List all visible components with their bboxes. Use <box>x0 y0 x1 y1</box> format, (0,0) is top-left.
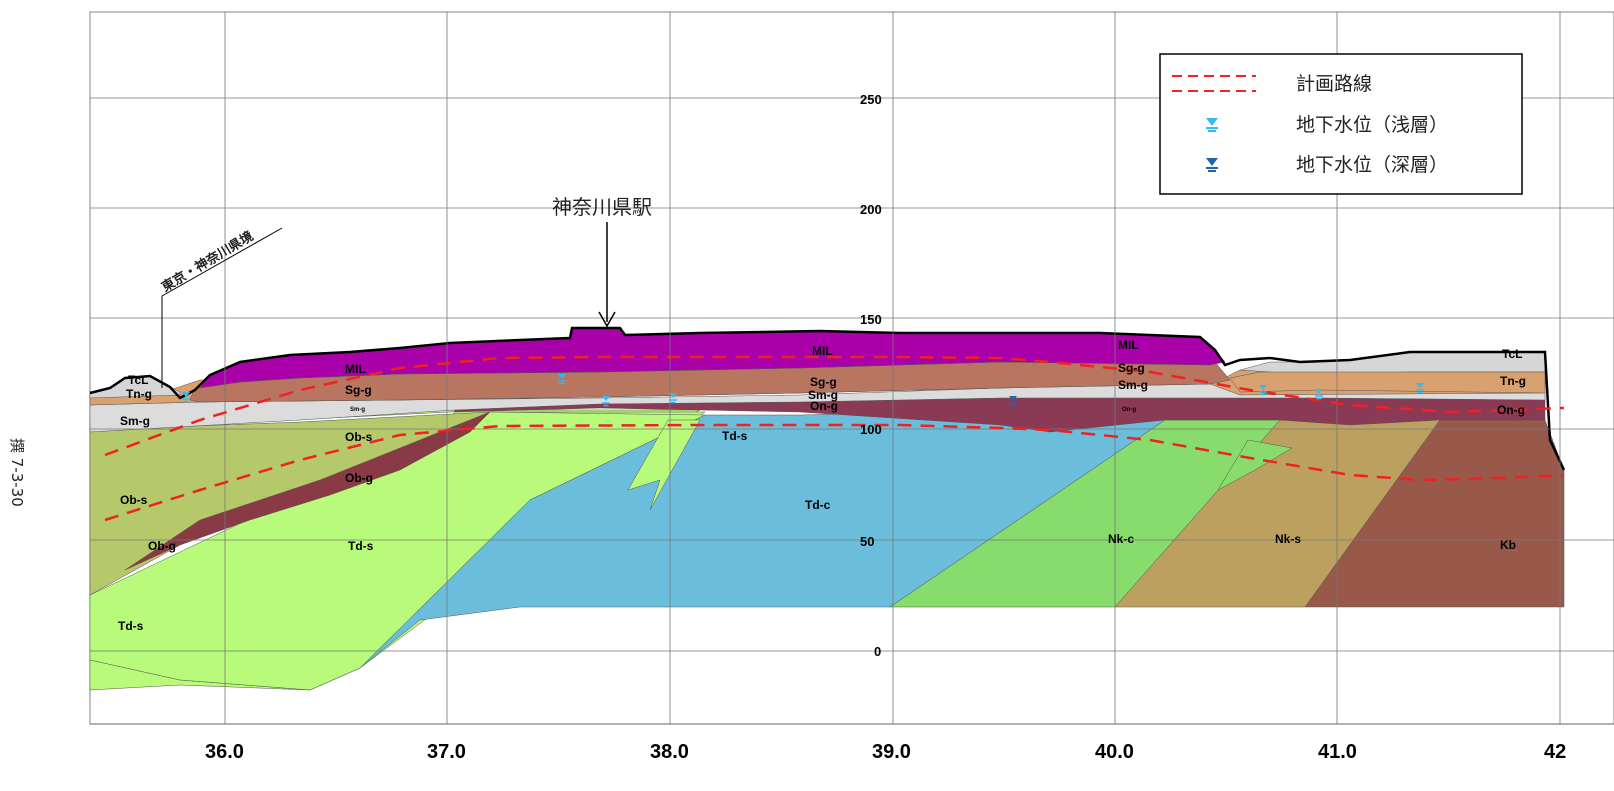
label-sg-g-3: Sg-g <box>1118 361 1145 375</box>
unit-nk-c-wedge <box>1217 439 1293 491</box>
label-mil-3: MIL <box>1118 338 1139 352</box>
water-level-marker-icon <box>602 396 610 407</box>
water-level-marker-icon <box>669 393 677 404</box>
label-tn-g-1: Tn-g <box>126 387 152 401</box>
station-label: 神奈川県駅 <box>552 195 652 219</box>
legend-item-route: 計画路線 <box>1172 73 1372 95</box>
legend-item-shallow: 地下水位（浅層） <box>1206 114 1448 136</box>
elevation-scale: 250 200 150 100 50 0 <box>860 92 882 659</box>
station-callout: 神奈川県駅 <box>552 195 652 328</box>
label-sm-g-small: Sm-g <box>350 407 365 413</box>
water-level-marker-icon <box>182 392 190 403</box>
label-sm-g-2: Sm-g <box>808 388 838 402</box>
label-tcl-2: TcL <box>1502 347 1522 361</box>
elev-label-150: 150 <box>860 312 882 327</box>
figure-number: 撰 7-3-30 <box>8 438 26 507</box>
legend-label-deep: 地下水位（深層） <box>1296 154 1448 176</box>
planned-route-lower <box>104 423 1565 522</box>
label-on-g-2: On-g <box>1497 403 1525 417</box>
legend-label-route: 計画路線 <box>1296 73 1372 95</box>
label-tcl-1: TcL <box>128 373 148 387</box>
label-td-s-2: Td-s <box>348 539 374 553</box>
label-sg-g-1: Sg-g <box>345 383 372 397</box>
geologic-units <box>89 327 1565 691</box>
label-kb-1: Kb <box>1500 538 1516 552</box>
x-tick-38: 38.0 <box>650 741 689 763</box>
legend-box <box>1159 53 1523 195</box>
label-on-g-small: On-g <box>1122 407 1136 413</box>
label-sm-g-3: Sm-g <box>1118 378 1148 392</box>
elev-label-200: 200 <box>860 202 882 217</box>
x-tick-36: 36.0 <box>205 741 244 763</box>
water-level-marker-icon <box>1206 158 1218 172</box>
x-tick-40: 40.0 <box>1095 741 1134 763</box>
unit-ob-g <box>124 411 491 571</box>
elev-label-250: 250 <box>860 92 882 107</box>
boundary-label: 東京・神奈川県境 <box>159 228 256 295</box>
x-tick-37: 37.0 <box>427 741 466 763</box>
label-mil-2: MIL <box>812 344 833 358</box>
water-level-marker-icon <box>1416 383 1424 394</box>
label-ob-g-1: Ob-g <box>345 471 373 485</box>
label-on-g-1: On-g <box>810 399 838 413</box>
label-ob-g-2: Ob-g <box>148 539 176 553</box>
legend: 計画路線 地下水位（浅層） 地下水位（深層） <box>1159 53 1523 195</box>
grid <box>90 12 1614 724</box>
unit-td-s-wedge <box>627 419 701 511</box>
label-ob-s-1: Ob-s <box>345 430 373 444</box>
unit-tn-g-right <box>1229 371 1546 394</box>
label-ob-s-2: Ob-s <box>120 493 148 507</box>
label-sm-g-1: Sm-g <box>120 414 150 428</box>
x-tick-41: 41.0 <box>1318 741 1357 763</box>
elev-label-50: 50 <box>860 534 874 549</box>
legend-item-deep: 地下水位（深層） <box>1206 154 1448 176</box>
elev-label-0: 0 <box>874 644 881 659</box>
label-nk-s-1: Nk-s <box>1275 532 1301 546</box>
x-tick-39: 39.0 <box>872 741 911 763</box>
label-nk-c-1: Nk-c <box>1108 532 1134 546</box>
label-td-s-1: Td-s <box>722 429 748 443</box>
planned-route-upper <box>104 355 1565 457</box>
water-level-marker-icon <box>1315 389 1323 400</box>
unit-kb <box>1304 419 1565 608</box>
x-tick-42: 42 <box>1544 741 1566 763</box>
water-level-marker-icon <box>1206 118 1218 132</box>
elev-label-100: 100 <box>860 422 882 437</box>
water-level-marker-icon <box>1259 385 1267 396</box>
label-td-s-3: Td-s <box>118 619 144 633</box>
water-level-marker-icon <box>1009 396 1017 407</box>
label-tn-g-2: Tn-g <box>1500 374 1526 388</box>
unit-labels: MIL MIL MIL TcL TcL Tn-g Tn-g Sg-g Sg-g … <box>118 338 1526 633</box>
unit-sm-g <box>89 381 1546 433</box>
label-mil-1: MIL <box>345 362 366 376</box>
x-axis: 36.0 37.0 38.0 39.0 40.0 41.0 42 <box>90 723 1614 763</box>
label-td-c-1: Td-c <box>805 498 831 512</box>
water-level-markers <box>182 374 1424 407</box>
legend-label-shallow: 地下水位（浅層） <box>1296 114 1448 136</box>
water-level-marker-icon <box>558 374 566 385</box>
label-sg-g-2: Sg-g <box>810 375 837 389</box>
